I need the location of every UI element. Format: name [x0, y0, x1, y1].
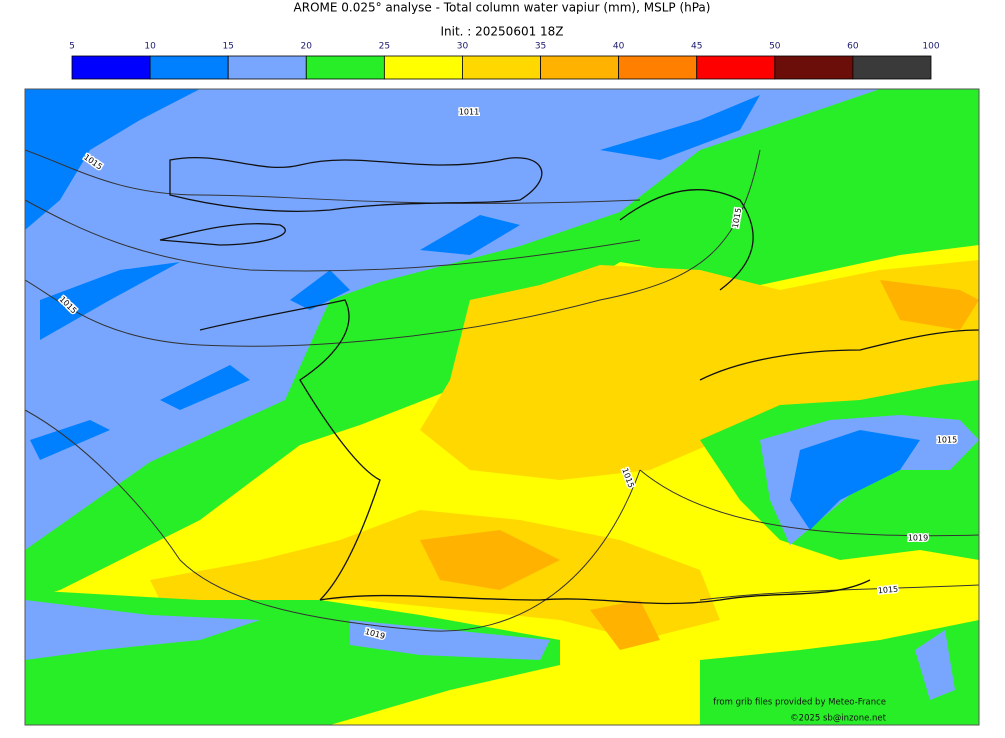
colorbar-tick-label: 5 — [69, 42, 75, 52]
field-region — [600, 95, 760, 160]
field-region — [880, 280, 979, 330]
contour-label: 1011 — [459, 108, 479, 117]
colorbar-segment — [774, 55, 854, 80]
colorbar-tick-label: 100 — [922, 42, 939, 52]
isobar — [25, 199, 641, 272]
isobar — [25, 149, 641, 204]
field-region — [25, 600, 260, 660]
colorbar-segment — [71, 55, 151, 80]
field-region — [590, 600, 660, 650]
coastline — [199, 299, 381, 601]
map-frame — [24, 88, 980, 726]
field-region — [25, 89, 880, 550]
colorbar-tick-label: 50 — [769, 42, 781, 52]
field-region — [350, 620, 550, 660]
coastline — [319, 579, 871, 605]
colorbar-tick-label: 20 — [301, 42, 313, 52]
map-title: AROME 0.025° analyse - Total column wate… — [294, 1, 711, 15]
colorbar-segment — [305, 55, 385, 80]
colorbar-tick-label: 10 — [144, 42, 156, 52]
contour-label: 1019 — [908, 534, 928, 543]
credit: ©2025 sb@inzone.net — [790, 714, 887, 724]
colorbar-segment — [618, 55, 698, 80]
field-region — [290, 270, 350, 310]
colorbar-segment — [227, 55, 307, 80]
contour-label: 1015 — [937, 436, 957, 445]
coastline — [159, 223, 286, 246]
colorbar-segment — [852, 55, 932, 80]
isobar — [25, 149, 761, 347]
isobar — [699, 584, 979, 601]
colorbar-segment — [540, 55, 620, 80]
colorbar-tick-label: 60 — [847, 42, 859, 52]
colorbar-tick-label: 25 — [379, 42, 390, 52]
field-region — [160, 365, 250, 410]
field-region — [700, 620, 979, 725]
field-region — [420, 215, 520, 255]
field-region — [915, 630, 955, 700]
field-region — [25, 89, 200, 230]
colorbar-tick-label: 15 — [222, 42, 233, 52]
colorbar-segment — [462, 55, 541, 80]
coastline — [699, 329, 979, 381]
isobar — [25, 409, 641, 632]
credit: from grib files provided by Meteo-France — [713, 698, 886, 708]
colorbar-tick-label: 45 — [691, 42, 702, 52]
colorbar-tick-label: 40 — [613, 42, 625, 52]
colorbar-segment — [383, 55, 463, 80]
colorbar-segment — [149, 55, 229, 80]
field-region — [150, 510, 720, 640]
map-subtitle: Init. : 20250601 18Z — [440, 25, 563, 39]
colorbar-segment — [696, 55, 776, 80]
colorbar: 5 10 15 20 25 30 35 40 45 50 60 100 — [69, 42, 940, 80]
field-region — [420, 530, 560, 590]
colorbar-tick-label: 35 — [535, 42, 546, 52]
colorbar-tick-label: 30 — [457, 42, 469, 52]
isobar — [639, 469, 979, 537]
contour-label: 1015 — [877, 585, 898, 596]
coastline — [619, 188, 754, 291]
field-region — [790, 430, 920, 530]
field-region — [40, 262, 180, 340]
coastline — [169, 156, 543, 212]
